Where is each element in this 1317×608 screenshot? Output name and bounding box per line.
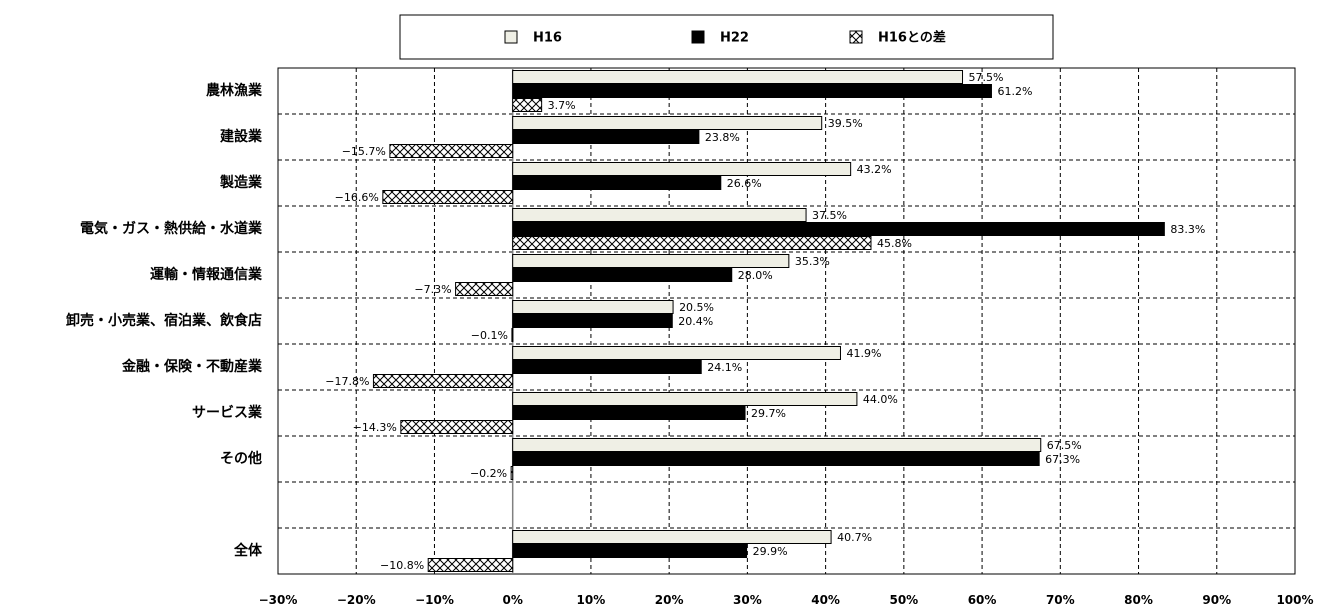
category-label: 全体 [233, 542, 263, 559]
data-label: 29.9% [753, 545, 788, 558]
data-label: 44.0% [863, 393, 898, 406]
bar-series-2 [512, 98, 543, 112]
bar-series-1 [512, 268, 733, 282]
data-label: −10.8% [380, 559, 424, 572]
data-label: −17.8% [325, 375, 369, 388]
category-label: サービス業 [192, 404, 263, 421]
x-tick-label: 20% [655, 593, 684, 607]
data-label: 24.1% [707, 361, 742, 374]
bar-series-2 [400, 420, 514, 434]
data-label: 67.5% [1047, 439, 1082, 452]
category-label: 卸売・小売業、宿泊業、飲食店 [66, 312, 262, 329]
category-label: その他 [220, 450, 262, 467]
bar-series-2 [511, 328, 514, 342]
x-tick-label: 80% [1124, 593, 1153, 607]
bar-series-1 [512, 222, 1165, 236]
data-label: 67.3% [1045, 453, 1080, 466]
data-label: 37.5% [812, 209, 847, 222]
category-label: 農林漁業 [206, 82, 263, 99]
x-tick-label: 90% [1202, 593, 1231, 607]
data-label: −14.3% [353, 421, 397, 434]
bar-series-2 [389, 144, 514, 158]
bar-series-1 [512, 406, 746, 420]
bar-series-1 [512, 84, 992, 98]
bar-series-2 [455, 282, 514, 296]
data-label: 61.2% [997, 85, 1032, 98]
x-tick-label: −30% [259, 593, 298, 607]
x-tick-label: 100% [1276, 593, 1313, 607]
x-tick-label: 50% [889, 593, 918, 607]
bar-series-0 [512, 346, 841, 360]
legend-swatch-series-1 [691, 30, 705, 44]
bar-series-0 [512, 300, 674, 314]
labels: −30% −20% −10% 0% 10% 20% 30% 40% 50% 60% 70% 80% 90… [66, 71, 1314, 607]
data-label: 45.8% [877, 237, 912, 250]
legend-label-series-2: H16との差 [878, 30, 946, 46]
bar-series-1 [512, 130, 700, 144]
bar-series-2 [512, 236, 872, 250]
category-label: 建設業 [220, 128, 263, 145]
bar-series-2 [382, 190, 514, 204]
x-tick-label: 40% [811, 593, 840, 607]
bar-series-1 [512, 314, 673, 328]
x-tick-label: −20% [337, 593, 376, 607]
bar-series-0 [512, 438, 1042, 452]
data-label: −0.1% [471, 329, 508, 342]
data-label: −7.3% [414, 283, 451, 296]
data-label: 83.3% [1170, 223, 1205, 236]
legend-label-series-0: H16 [533, 31, 562, 46]
data-label: 28.0% [738, 269, 773, 282]
bar-series-1 [512, 544, 748, 558]
data-label: 20.4% [678, 315, 713, 328]
bar-series-1 [512, 360, 702, 374]
bar-series-1 [512, 452, 1040, 466]
bar-series-2 [427, 558, 514, 572]
category-label: 電気・ガス・熱供給・水道業 [80, 220, 263, 237]
legend-label-series-1: H22 [720, 31, 749, 46]
bars [372, 70, 1165, 572]
x-tick-label: 0% [503, 593, 523, 607]
data-label: −16.6% [335, 191, 379, 204]
bar-series-0 [512, 162, 852, 176]
data-label: 20.5% [679, 301, 714, 314]
data-label: 29.7% [751, 407, 786, 420]
x-tick-label: −10% [415, 593, 454, 607]
legend: H16 H22 H16との差 [399, 14, 1054, 60]
bar-series-2 [510, 466, 514, 480]
data-label: 35.3% [795, 255, 830, 268]
x-tick-label: 70% [1046, 593, 1075, 607]
bar-series-0 [512, 254, 790, 268]
legend-swatch-series-2 [849, 30, 863, 44]
bar-series-0 [512, 208, 807, 222]
data-label: 43.2% [857, 163, 892, 176]
bar-series-2 [372, 374, 514, 388]
legend-swatch-series-0 [504, 30, 518, 44]
gridlines [277, 67, 1296, 575]
bar-series-0 [512, 530, 832, 544]
data-label: −15.7% [342, 145, 386, 158]
data-label: 39.5% [828, 117, 863, 130]
data-label: 40.7% [837, 531, 872, 544]
plot-frame [277, 67, 1296, 575]
bar-series-0 [512, 116, 823, 130]
data-label: −0.2% [470, 467, 507, 480]
bar-series-0 [512, 392, 858, 406]
category-label: 製造業 [219, 174, 263, 191]
data-label: 57.5% [969, 71, 1004, 84]
x-tick-label: 10% [577, 593, 606, 607]
x-tick-label: 30% [733, 593, 762, 607]
data-label: 41.9% [846, 347, 881, 360]
data-label: 26.6% [727, 177, 762, 190]
data-label: 3.7% [548, 99, 576, 112]
category-label: 金融・保険・不動産業 [121, 358, 263, 375]
bar-series-0 [512, 70, 964, 84]
data-label: 23.8% [705, 131, 740, 144]
bar-series-1 [512, 176, 722, 190]
x-tick-label: 60% [968, 593, 997, 607]
category-label: 運輸・情報通信業 [150, 266, 263, 283]
